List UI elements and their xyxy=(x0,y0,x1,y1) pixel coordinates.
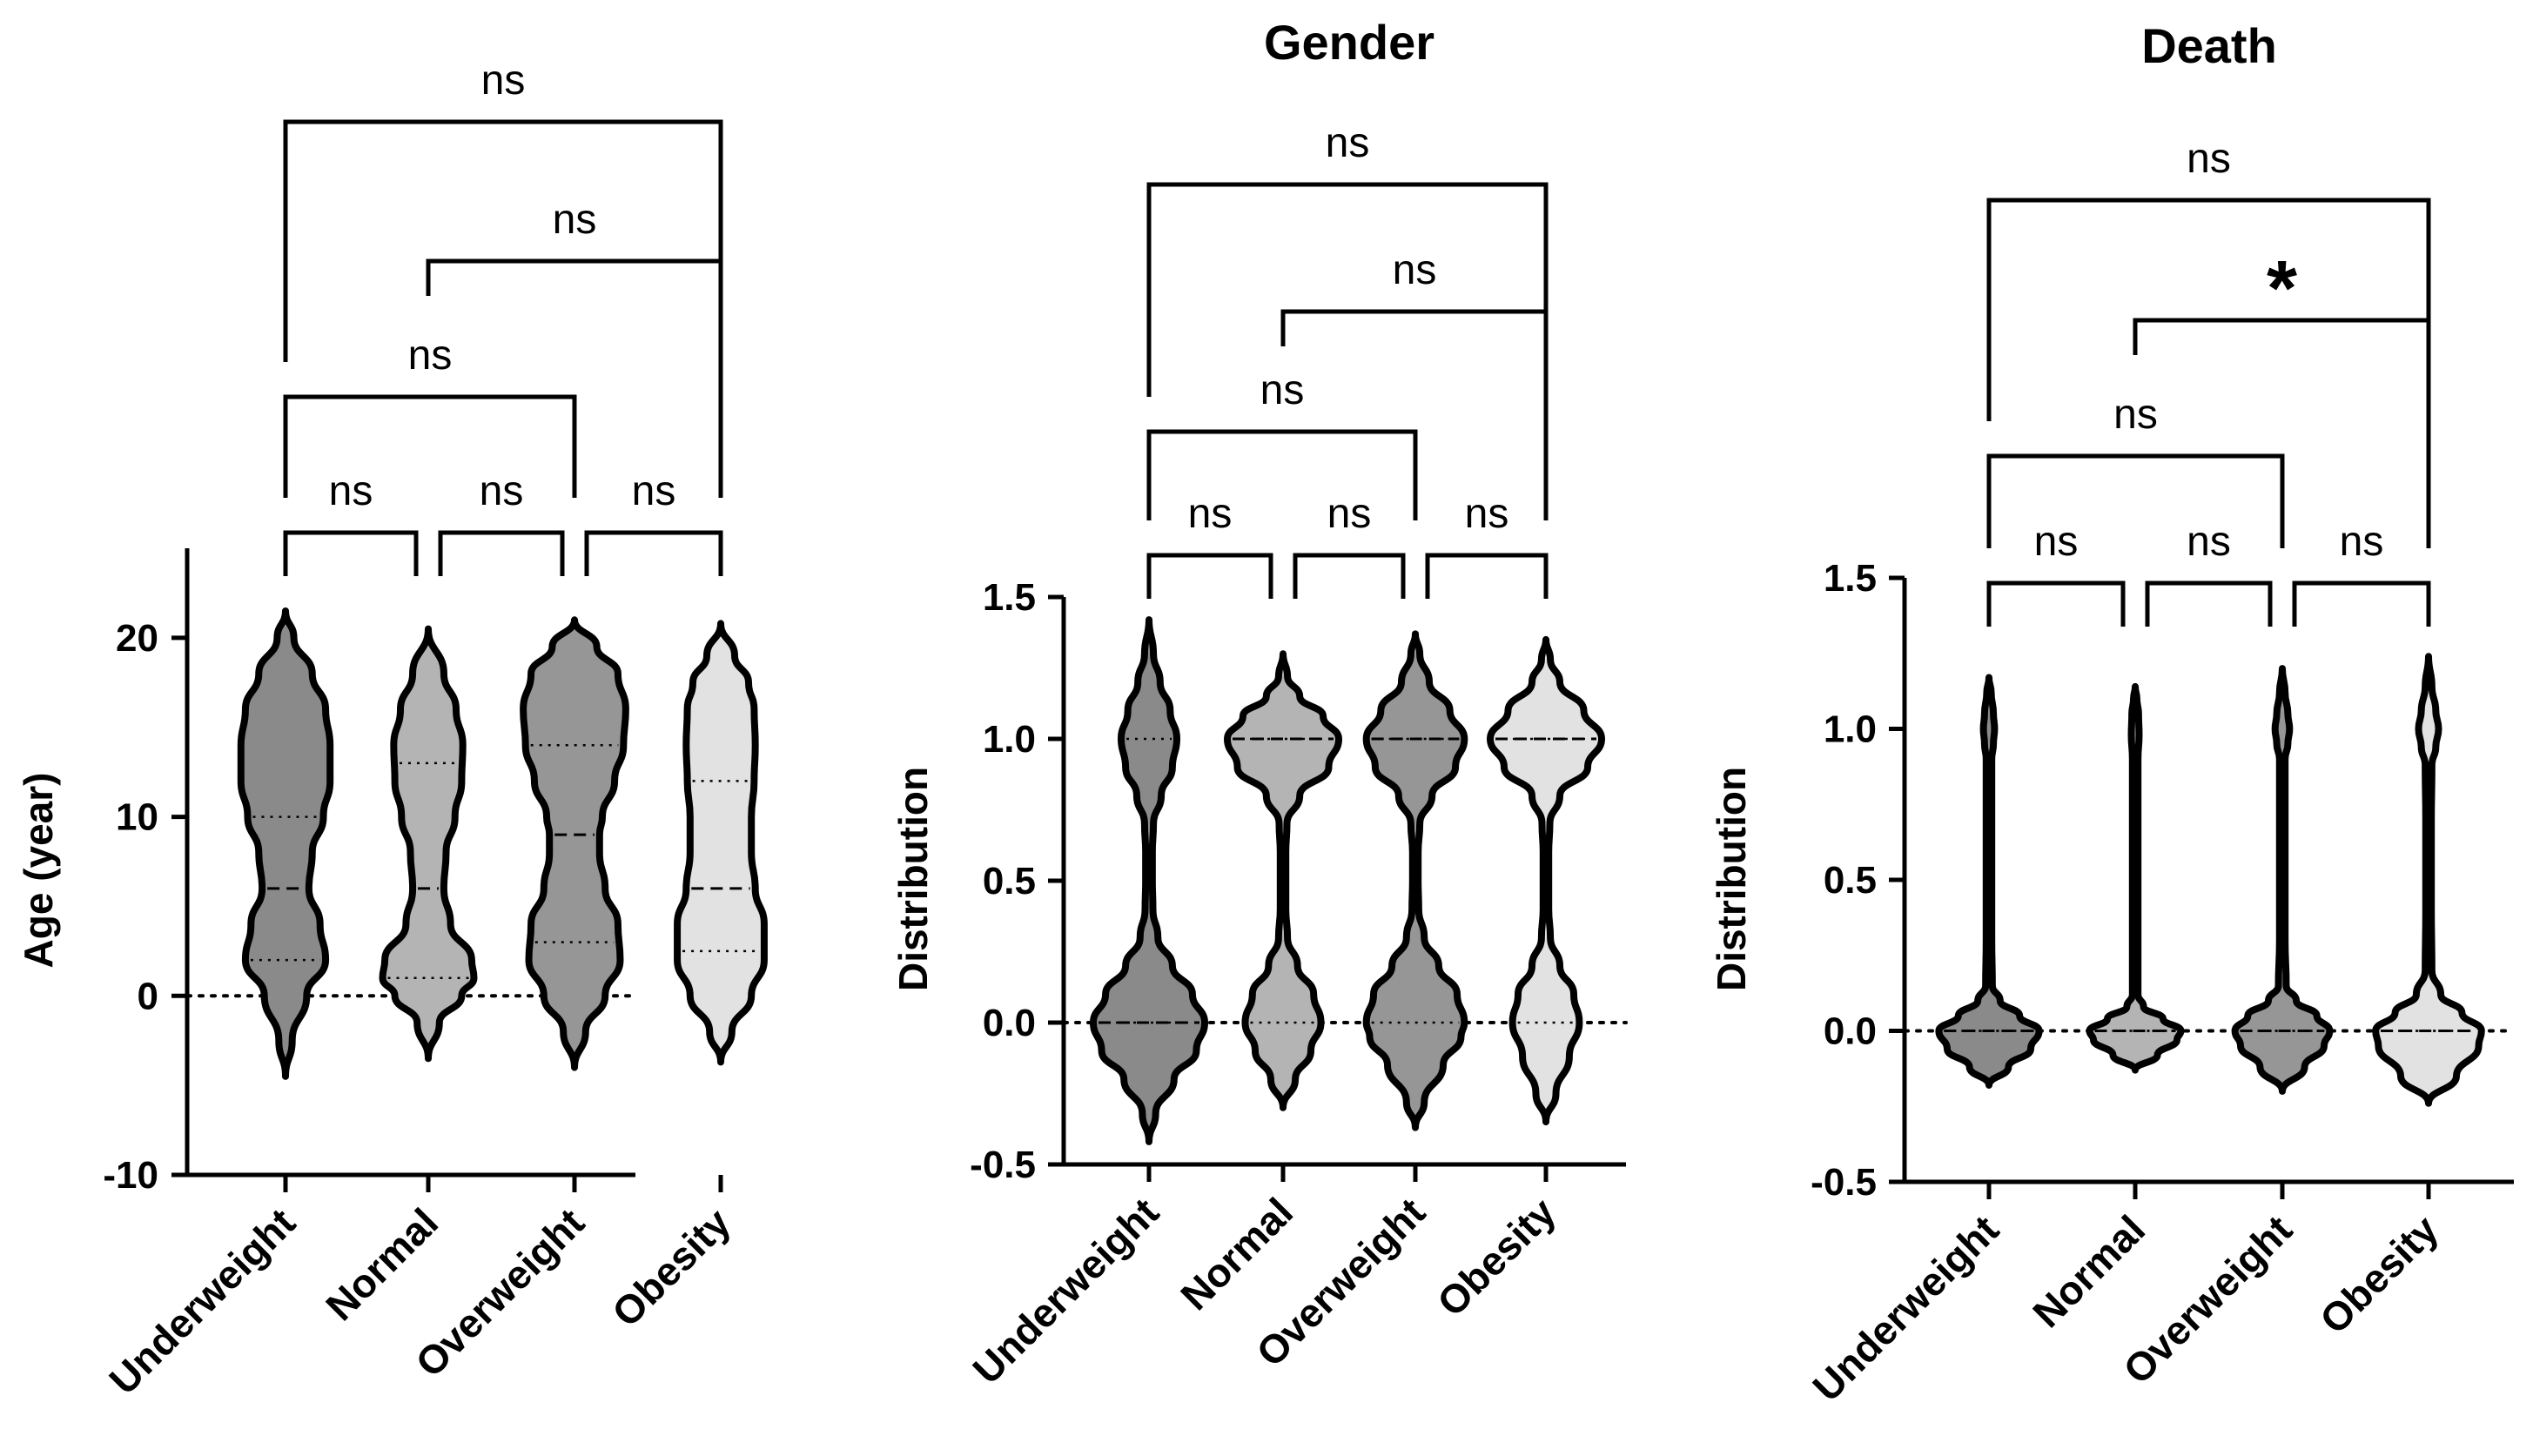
y-tick-label: 20 xyxy=(116,617,158,660)
y-tick-label: 1.0 xyxy=(1824,708,1877,751)
significance-label: ns xyxy=(329,468,373,514)
violin-obesity xyxy=(2372,653,2485,1107)
comparison-bracket xyxy=(584,530,723,576)
violin-obesity xyxy=(674,620,768,1066)
significance-label: ns xyxy=(2340,519,2384,565)
comparison-bracket xyxy=(283,119,723,498)
comparison-bracket xyxy=(2292,580,2431,627)
violin-underweight xyxy=(1935,674,2043,1089)
significance-label: ns xyxy=(1327,491,1372,537)
significance-label: ns xyxy=(2113,392,2158,438)
violin-underweight xyxy=(1090,616,1208,1145)
y-tick-label: 0 xyxy=(138,975,158,1017)
comparison-bracket xyxy=(438,530,565,576)
y-tick-label: 10 xyxy=(116,796,158,839)
significance-label: ns xyxy=(1393,247,1437,293)
y-tick-label: 0.5 xyxy=(1824,859,1877,902)
y-tick-label: 1.5 xyxy=(983,576,1036,619)
significance-label: ns xyxy=(2187,136,2231,182)
panel-title: Gender xyxy=(1264,15,1434,70)
significance-label: ns xyxy=(1188,491,1233,537)
violin-normal xyxy=(379,625,478,1063)
y-tick-label: 0.0 xyxy=(1824,1010,1877,1053)
comparison-bracket xyxy=(1986,580,2126,627)
significance-label: ns xyxy=(2187,519,2231,565)
comparison-bracket xyxy=(1146,429,1418,520)
comparison-bracket xyxy=(1986,198,2431,548)
comparison-bracket xyxy=(2145,580,2273,627)
violin-overweight xyxy=(2231,665,2334,1095)
violin-obesity xyxy=(1487,635,1605,1126)
y-tick-label: 1.5 xyxy=(1824,557,1877,600)
comparison-bracket xyxy=(283,394,577,498)
significance-label: ns xyxy=(553,197,597,243)
significance-label: ns xyxy=(480,468,524,514)
y-axis-label: Age (year) xyxy=(16,773,61,969)
y-tick-label: 0.5 xyxy=(983,860,1036,902)
y-tick-label: -0.5 xyxy=(1811,1161,1877,1204)
violin-underweight xyxy=(237,607,334,1080)
significance-label: ns xyxy=(1326,120,1370,166)
comparison-bracket xyxy=(1986,453,2285,548)
y-tick-label: -10 xyxy=(103,1154,158,1197)
comparison-bracket xyxy=(1293,553,1406,599)
comparison-bracket xyxy=(1146,553,1273,599)
y-axis-label: Distribution xyxy=(1709,767,1754,991)
comparison-bracket xyxy=(1146,182,1549,520)
panel-title: Death xyxy=(2141,18,2277,73)
violin-overweight xyxy=(1362,630,1468,1131)
y-tick-label: 1.0 xyxy=(983,718,1036,761)
significance-label: ns xyxy=(408,332,453,379)
y-tick-label: -0.5 xyxy=(970,1144,1036,1186)
violin-overweight xyxy=(520,616,629,1071)
comparison-bracket xyxy=(1425,553,1549,599)
significance-label: ns xyxy=(632,468,676,514)
significance-label: ns xyxy=(1465,491,1509,537)
violin-normal xyxy=(1224,650,1342,1111)
significance-label: ns xyxy=(1260,367,1305,413)
significance-label: ns xyxy=(2034,519,2079,565)
comparison-bracket xyxy=(283,530,419,576)
violin-normal xyxy=(2086,682,2185,1074)
significance-label: * xyxy=(2267,245,2297,332)
y-axis-label: Distribution xyxy=(890,767,936,991)
y-tick-label: 0.0 xyxy=(983,1002,1036,1044)
significance-label: ns xyxy=(481,57,526,104)
